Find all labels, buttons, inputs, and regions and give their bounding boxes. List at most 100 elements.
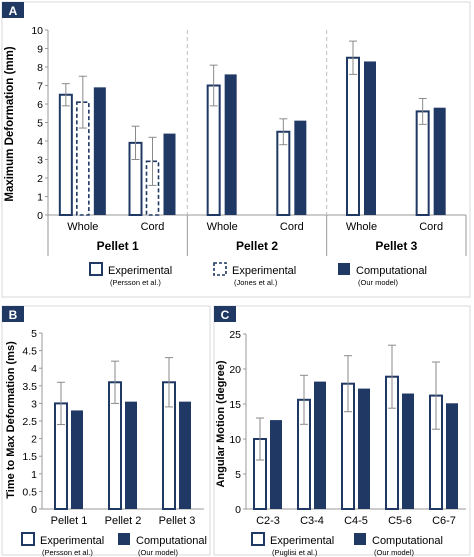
bar-s1-c3	[402, 393, 414, 509]
panel-c-legend: Experimental(Puglisi et al.) Computationa…	[251, 532, 443, 557]
bar-s1-c2	[358, 388, 370, 509]
panel-c-label: C	[221, 308, 230, 322]
x-tick-label: Cord	[419, 221, 443, 233]
y-tick-label: 4	[31, 363, 37, 375]
y-tick-label: 5	[31, 328, 37, 340]
panel-b-y-axis-label: Time to Max Deformation (ms)	[5, 341, 17, 499]
bar-s1-c1	[145, 160, 160, 216]
y-tick-label: 5	[37, 118, 43, 130]
y-tick-label: 1	[31, 469, 37, 481]
bar-s1-c4	[446, 403, 458, 509]
y-tick-label: 0	[37, 210, 43, 222]
x-tick-label: Pellet 1	[51, 515, 88, 527]
legend-swatch-dashed	[213, 262, 227, 276]
y-tick-label: 2	[31, 434, 37, 446]
y-tick-label: 8	[37, 62, 43, 74]
panel-b-label-box	[2, 306, 24, 322]
legend-sublabel: (Our model)	[358, 278, 399, 287]
x-tick-label: Whole	[207, 221, 238, 233]
y-tick-label: 20	[229, 364, 241, 376]
legend-label: Computational	[356, 265, 427, 277]
panel-a-plot: 0 1 2 3 4 5 6 7 8 9 10 Pellet 1 Pellet 2 Pellet 3 Whol…	[31, 25, 467, 256]
panel-c-label-box	[214, 306, 236, 322]
legend-swatch-solid	[118, 533, 130, 545]
bar-s2-c2	[224, 74, 237, 216]
y-tick-label: 25	[229, 329, 241, 341]
y-tick-label: 0	[235, 504, 241, 516]
bar-s0-c5	[415, 110, 430, 216]
y-tick-label: 10	[229, 434, 241, 446]
y-tick-label: 0	[31, 504, 37, 516]
legend-swatch-hollow	[89, 262, 103, 276]
panel-c: C Angular Motion (degree) 0 5 10 15 20 25 C2-3…	[213, 305, 471, 557]
bar-s1-c1	[314, 381, 326, 509]
y-tick-label: 1	[37, 192, 43, 204]
bar-s0-c0	[58, 93, 73, 216]
legend-sublabel: (Our model)	[374, 548, 415, 557]
panel-b-label: B	[9, 308, 18, 322]
y-tick-label: 3	[31, 398, 37, 410]
bar-s0-c4	[346, 56, 360, 216]
x-tick-label: C3-4	[300, 515, 324, 527]
legend-sublabel: (Puglisi et al.)	[272, 548, 318, 557]
x-tick-label: Whole	[346, 221, 377, 233]
bar-s2-c4	[364, 61, 376, 216]
legend-swatch-hollow	[21, 532, 35, 546]
panel-b-frame	[1, 305, 211, 556]
y-tick-label: 3	[37, 155, 43, 167]
panel-a: A Maximum Deformation (mm) 0 1 2 3 4 5 6 7 8 9 10 P…	[1, 1, 471, 298]
y-tick-label: 4.5	[22, 346, 37, 358]
panel-b: B Time to Max Deformation (ms) 0 0.5 1 1.5 2…	[1, 305, 211, 557]
y-tick-label: 7	[37, 81, 43, 93]
legend-sublabel: (Persson et al.)	[110, 278, 161, 287]
y-tick-label: 2.5	[22, 416, 37, 428]
panel-b-plot: 0 0.5 1 1.5 2 2.5 3 3.5 4 4.5 5 Pellet 1 Pellet 2 Pel…	[22, 328, 204, 527]
y-tick-label: 2	[37, 173, 43, 185]
group-label: Pellet 2	[236, 239, 278, 253]
panel-a-frame	[1, 1, 471, 298]
y-tick-label: 10	[31, 25, 43, 37]
x-tick-label: C5-6	[388, 515, 412, 527]
x-tick-label: Cord	[280, 221, 304, 233]
legend-swatch-solid	[338, 263, 350, 275]
bar-s2-c0	[93, 87, 106, 215]
y-tick-label: 3.5	[22, 381, 37, 393]
y-tick-label: 15	[229, 399, 241, 411]
legend-swatch-solid	[354, 533, 366, 545]
x-tick-label: Pellet 3	[159, 515, 196, 527]
legend-sublabel: (Our model)	[138, 548, 179, 557]
x-tick-label: C2-3	[256, 515, 280, 527]
panel-b-legend: Experimental(Persson et al.) Computationa…	[21, 532, 207, 557]
legend-swatch-hollow	[251, 532, 265, 546]
y-tick-label: 4	[37, 136, 43, 148]
bar-s1-c0	[76, 101, 90, 216]
bar-s1-c0	[270, 420, 282, 509]
legend-label: Experimental	[40, 535, 104, 547]
x-tick-label: Whole	[67, 221, 98, 233]
legend-sublabel: (Jones et al.)	[234, 278, 278, 287]
legend-label: Experimental	[270, 535, 334, 547]
group-label: Pellet 1	[97, 239, 139, 253]
legend-label: Computational	[372, 535, 443, 547]
x-tick-label: Pellet 2	[105, 515, 142, 527]
bar-s2-c1	[163, 133, 176, 215]
y-tick-label: 6	[37, 99, 43, 111]
bar-s1-c1	[125, 401, 137, 509]
y-tick-label: 5	[235, 469, 241, 481]
y-tick-label: 9	[37, 44, 43, 56]
legend-label: Computational	[136, 535, 207, 547]
panel-c-plot: 0 5 10 15 20 25 C2-3 C3-4 C4-5 C5-6 C6-7	[229, 329, 466, 527]
bar-s2-c5	[433, 107, 446, 215]
bar-s1-c2	[179, 401, 191, 509]
x-tick-label: C4-5	[344, 515, 368, 527]
bar-s2-c3	[294, 120, 307, 215]
panel-a-label: A	[9, 4, 18, 18]
y-tick-label: 1.5	[22, 451, 37, 463]
legend-sublabel: (Persson et al.)	[42, 548, 93, 557]
panel-a-label-box	[2, 2, 24, 18]
legend-label: Experimental	[232, 265, 296, 277]
x-tick-label: Cord	[141, 221, 165, 233]
group-label: Pellet 3	[375, 239, 417, 253]
bar-s1-c0	[71, 410, 83, 509]
